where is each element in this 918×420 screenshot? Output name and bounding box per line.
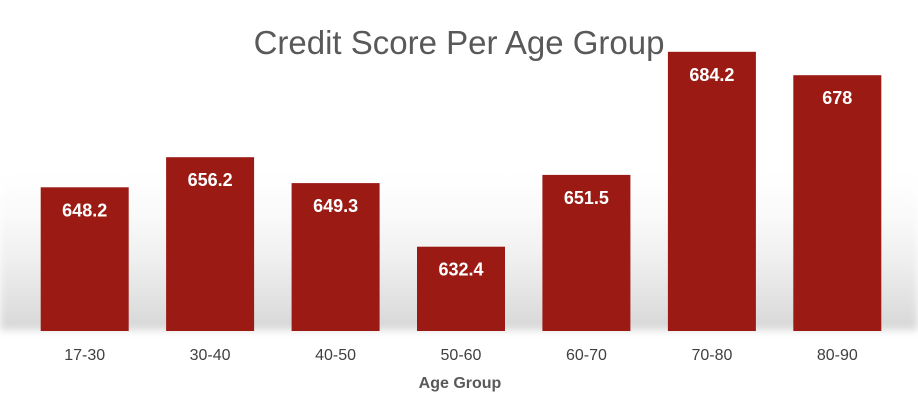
bar-60-70 [542,174,631,331]
data-label-50-60: 632.4 [438,260,483,280]
bars-layer [40,51,882,332]
data-label-40-50: 649.3 [313,196,358,216]
x-tick-17-30: 17-30 [64,347,105,364]
data-label-30-40: 656.2 [188,170,233,190]
data-label-17-30: 648.2 [62,200,107,220]
bar-80-90 [793,75,882,331]
x-tick-70-80: 70-80 [691,347,732,364]
x-tick-40-50: 40-50 [315,347,356,364]
bar-40-50 [291,183,380,331]
bar-50-60 [417,246,505,331]
chart-title: Credit Score Per Age Group [254,24,665,61]
x-tick-labels-layer: 17-30 30-40 40-50 50-60 60-70 70-80 80-90 [64,347,858,364]
x-tick-60-70: 60-70 [566,347,607,364]
bar-70-80 [667,51,756,332]
x-tick-30-40: 30-40 [190,347,231,364]
data-label-70-80: 684.2 [689,65,734,85]
bar-17-30 [40,187,129,331]
data-label-80-90: 678 [822,88,852,108]
x-tick-80-90: 80-90 [817,347,858,364]
x-tick-50-60: 50-60 [441,347,482,364]
data-label-60-70: 651.5 [564,188,609,208]
data-labels-layer: 648.2 656.2 649.3 632.4 651.5 684.2 678 [62,65,852,280]
x-axis-title: Age Group [419,375,502,392]
bar-30-40 [166,157,255,331]
